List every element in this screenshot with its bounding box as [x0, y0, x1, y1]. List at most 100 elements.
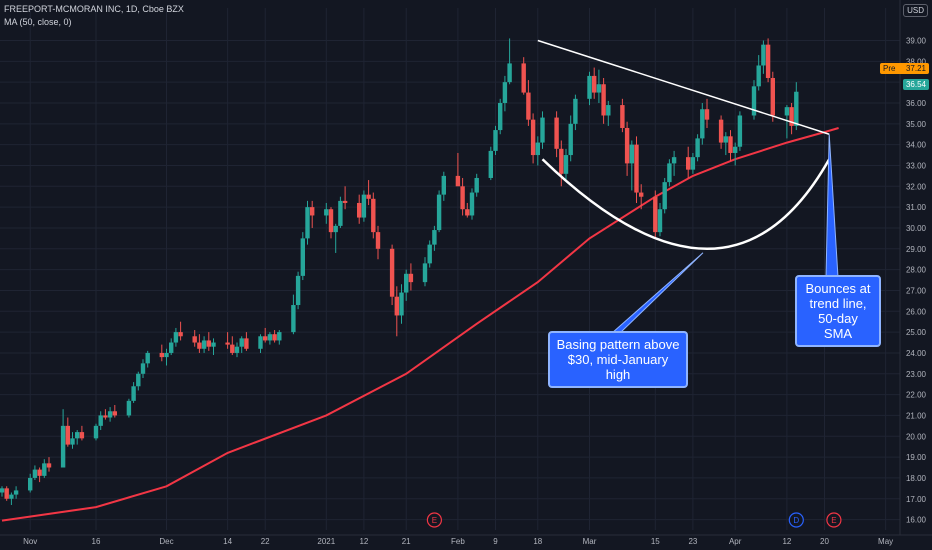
candle-body — [554, 117, 559, 149]
candle-body — [126, 400, 132, 416]
last-price-tag: 36.54 — [902, 79, 929, 90]
callout-bounce-line-2: trend line, — [809, 296, 867, 311]
candle-body — [9, 494, 14, 499]
last-price-value: 36.54 — [905, 80, 926, 89]
candle-body — [728, 136, 733, 153]
y-tick-label: 39.00 — [906, 36, 927, 45]
candle-body — [765, 44, 771, 78]
candle-body — [657, 209, 663, 233]
candle-body — [535, 142, 540, 156]
x-tick-label: May — [878, 537, 893, 546]
y-tick-label: 29.00 — [906, 245, 927, 254]
x-tick-label: Apr — [729, 537, 742, 546]
x-tick-label: 14 — [223, 537, 232, 546]
candle-body — [239, 338, 244, 347]
candle-body — [389, 248, 395, 297]
candle-body — [794, 91, 799, 126]
y-tick-label: 31.00 — [906, 203, 927, 212]
candle-body — [526, 92, 531, 120]
candle-body — [784, 107, 790, 116]
y-tick-label: 17.00 — [906, 495, 927, 504]
candle-body — [230, 344, 235, 353]
candle-body — [465, 209, 470, 216]
candle-body — [366, 194, 371, 199]
candle-body — [606, 105, 611, 116]
candle-body — [305, 207, 310, 239]
y-tick-label: 38.00 — [906, 57, 927, 66]
y-tick-label: 23.00 — [906, 370, 927, 379]
candle-body — [46, 463, 52, 468]
candle-body — [225, 342, 230, 345]
candle-body — [592, 75, 597, 93]
event-marker — [826, 512, 842, 528]
candle-body — [145, 352, 150, 364]
candle-body — [530, 119, 536, 156]
candle-body — [624, 127, 630, 164]
event-marker-label: E — [831, 516, 836, 525]
candle-body — [667, 163, 672, 183]
candle-body — [662, 182, 667, 210]
y-tick-label: 28.00 — [906, 266, 927, 275]
ma-indicator-label[interactable]: MA (50, close, 0) — [4, 17, 72, 27]
candle-body — [0, 488, 5, 493]
candle-body — [201, 340, 207, 349]
y-tick-label: 36.00 — [906, 99, 927, 108]
candle-body — [704, 109, 710, 120]
currency-badge[interactable]: USD — [903, 4, 928, 17]
candle-body — [310, 207, 315, 216]
x-tick-label: Nov — [23, 537, 37, 546]
candle-body — [169, 342, 174, 353]
candle-body — [267, 334, 273, 341]
x-tick-label: 12 — [359, 537, 368, 546]
candle-body — [32, 469, 38, 478]
candle-body — [244, 338, 249, 349]
candle-body — [361, 194, 367, 218]
y-tick-label: 21.00 — [906, 411, 927, 420]
resistance-trend-line — [537, 39, 830, 135]
candle-body — [300, 238, 305, 276]
candle-body — [60, 425, 66, 468]
y-tick-label: 25.00 — [906, 328, 927, 337]
x-tick-label: 23 — [688, 537, 697, 546]
y-tick-label: 35.00 — [906, 120, 927, 129]
candle-body — [573, 98, 578, 124]
y-tick-label: 20.00 — [906, 432, 927, 441]
candle-body — [333, 225, 338, 233]
premarket-price-tag: Pre 37.21 — [880, 63, 929, 74]
candle-body — [436, 194, 442, 231]
candle-body — [469, 192, 475, 216]
x-tick-label: 20 — [820, 537, 829, 546]
candle-body — [751, 86, 757, 116]
candle-body — [258, 336, 263, 349]
y-tick-label: 19.00 — [906, 453, 927, 462]
candle-body — [686, 157, 691, 170]
candle-body — [408, 273, 414, 283]
candle-body — [474, 177, 479, 193]
candle-body — [761, 44, 766, 66]
y-tick-label: 26.00 — [906, 307, 927, 316]
y-tick-label: 27.00 — [906, 286, 927, 295]
candle-body — [295, 275, 301, 306]
x-tick-label: Dec — [159, 537, 173, 546]
y-tick-label: 33.00 — [906, 161, 927, 170]
candle-body — [639, 192, 644, 197]
candle-body — [700, 109, 705, 139]
premarket-label: Pre — [883, 64, 896, 73]
x-tick-label: 15 — [651, 537, 660, 546]
callout-basing-line-1: Basing pattern above — [556, 337, 680, 352]
y-tick-label: 22.00 — [906, 391, 927, 400]
candle-body — [498, 102, 503, 131]
candle-body — [629, 144, 634, 164]
candle-body — [507, 63, 512, 83]
candle-body — [277, 332, 282, 341]
x-tick-label: 12 — [782, 537, 791, 546]
candle-body — [357, 202, 362, 218]
candle-body — [324, 209, 329, 216]
candle-body — [371, 198, 376, 233]
callout-bounce-line-1: Bounces at — [805, 281, 871, 296]
candle-body — [159, 352, 164, 358]
candle-body — [733, 146, 738, 153]
candle-body — [563, 155, 569, 174]
